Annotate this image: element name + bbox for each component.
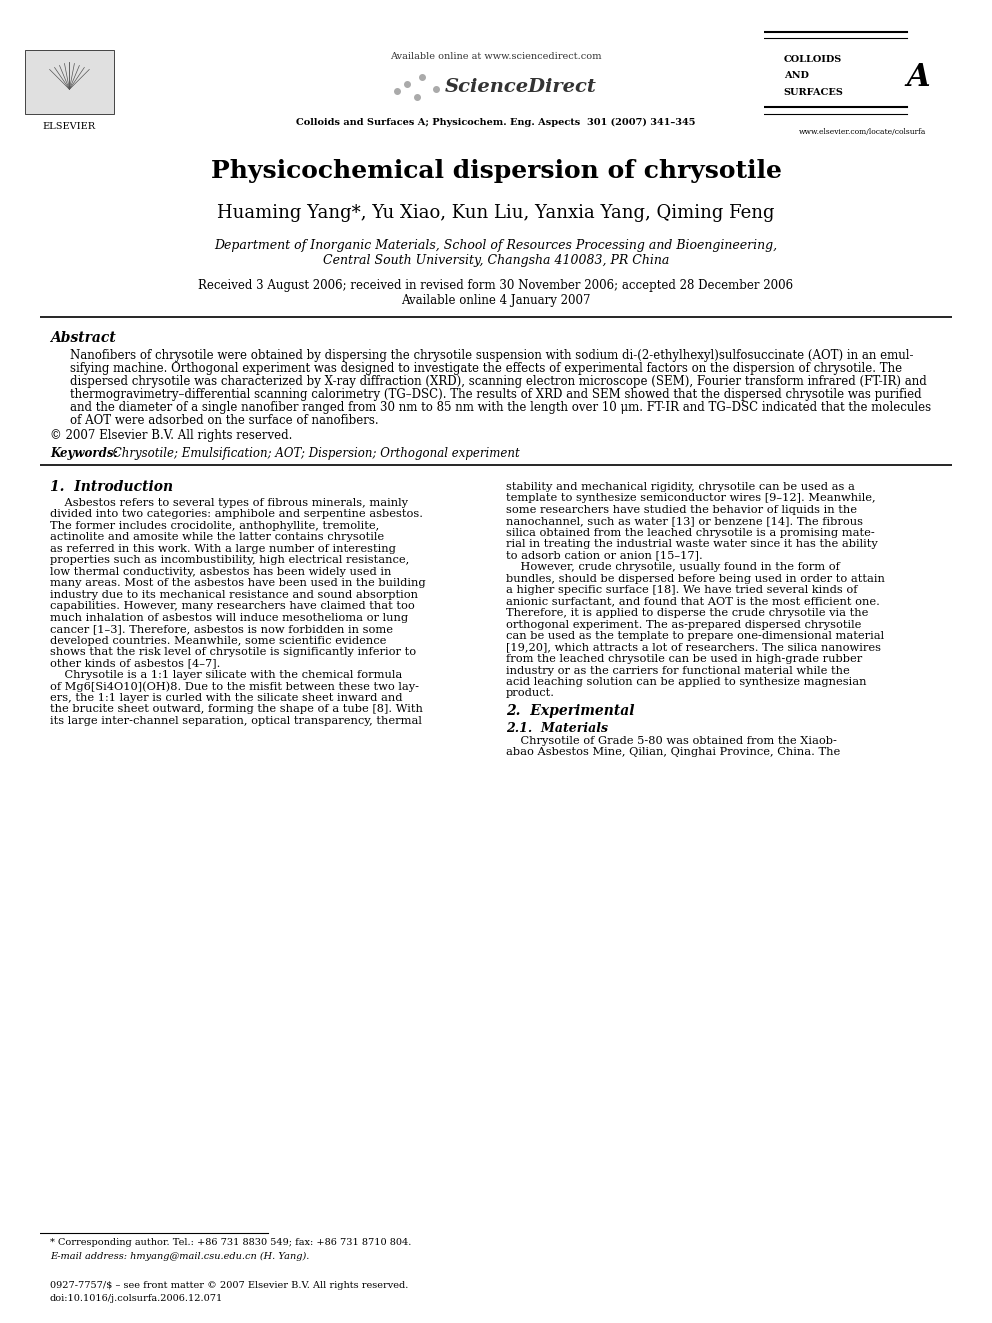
Text: of Mg6[Si4O10](OH)8. Due to the misfit between these two lay-: of Mg6[Si4O10](OH)8. Due to the misfit b… xyxy=(50,681,419,692)
Text: many areas. Most of the asbestos have been used in the building: many areas. Most of the asbestos have be… xyxy=(50,578,426,589)
Text: However, crude chrysotile, usually found in the form of: However, crude chrysotile, usually found… xyxy=(506,562,840,572)
Text: Huaming Yang*, Yu Xiao, Kun Liu, Yanxia Yang, Qiming Feng: Huaming Yang*, Yu Xiao, Kun Liu, Yanxia … xyxy=(217,204,775,222)
Text: Department of Inorganic Materials, School of Resources Processing and Bioenginee: Department of Inorganic Materials, Schoo… xyxy=(214,239,778,251)
Text: industry due to its mechanical resistance and sound absorption: industry due to its mechanical resistanc… xyxy=(50,590,418,599)
Text: rial in treating the industrial waste water since it has the ability: rial in treating the industrial waste wa… xyxy=(506,538,878,549)
Text: actinolite and amosite while the latter contains chrysotile: actinolite and amosite while the latter … xyxy=(50,532,384,542)
Text: and the diameter of a single nanofiber ranged from 30 nm to 85 nm with the lengt: and the diameter of a single nanofiber r… xyxy=(70,401,931,414)
Text: Available online at www.sciencedirect.com: Available online at www.sciencedirect.co… xyxy=(390,52,602,61)
Text: acid leaching solution can be applied to synthesize magnesian: acid leaching solution can be applied to… xyxy=(506,677,867,687)
Text: shows that the risk level of chrysotile is significantly inferior to: shows that the risk level of chrysotile … xyxy=(50,647,416,658)
Text: thermogravimetry–differential scanning calorimetry (TG–DSC). The results of XRD : thermogravimetry–differential scanning c… xyxy=(70,388,922,401)
Text: www.elsevier.com/locate/colsurfa: www.elsevier.com/locate/colsurfa xyxy=(800,127,927,136)
Text: Chrysotile of Grade 5-80 was obtained from the Xiaob-: Chrysotile of Grade 5-80 was obtained fr… xyxy=(506,736,837,746)
Text: 2.1.  Materials: 2.1. Materials xyxy=(506,722,608,736)
Text: industry or as the carriers for functional material while the: industry or as the carriers for function… xyxy=(506,665,850,676)
Text: anionic surfactant, and found that AOT is the most efficient one.: anionic surfactant, and found that AOT i… xyxy=(506,597,880,606)
Text: Received 3 August 2006; received in revised form 30 November 2006; accepted 28 D: Received 3 August 2006; received in revi… xyxy=(198,279,794,292)
Text: Chrysotile; Emulsification; AOT; Dispersion; Orthogonal experiment: Chrysotile; Emulsification; AOT; Dispers… xyxy=(109,447,520,459)
Text: much inhalation of asbestos will induce mesothelioma or lung: much inhalation of asbestos will induce … xyxy=(50,613,408,623)
Text: Central South University, Changsha 410083, PR China: Central South University, Changsha 41008… xyxy=(322,254,670,267)
Text: some researchers have studied the behavior of liquids in the: some researchers have studied the behavi… xyxy=(506,504,857,515)
Text: doi:10.1016/j.colsurfa.2006.12.071: doi:10.1016/j.colsurfa.2006.12.071 xyxy=(50,1294,223,1303)
Text: © 2007 Elsevier B.V. All rights reserved.: © 2007 Elsevier B.V. All rights reserved… xyxy=(50,429,293,442)
Text: dispersed chrysotile was characterized by X-ray diffraction (XRD), scanning elec: dispersed chrysotile was characterized b… xyxy=(70,374,927,388)
Text: a higher specific surface [18]. We have tried several kinds of: a higher specific surface [18]. We have … xyxy=(506,585,858,595)
Text: ScienceDirect: ScienceDirect xyxy=(444,78,597,97)
Text: Physicochemical dispersion of chrysotile: Physicochemical dispersion of chrysotile xyxy=(210,159,782,183)
Text: E-mail address: hmyang@mail.csu.edu.cn (H. Yang).: E-mail address: hmyang@mail.csu.edu.cn (… xyxy=(50,1252,310,1261)
Text: of AOT were adsorbed on the surface of nanofibers.: of AOT were adsorbed on the surface of n… xyxy=(70,414,379,427)
Text: bundles, should be dispersed before being used in order to attain: bundles, should be dispersed before bein… xyxy=(506,574,885,583)
Text: orthogonal experiment. The as-prepared dispersed chrysotile: orthogonal experiment. The as-prepared d… xyxy=(506,619,861,630)
Text: SURFACES: SURFACES xyxy=(784,89,843,98)
Text: the brucite sheet outward, forming the shape of a tube [8]. With: the brucite sheet outward, forming the s… xyxy=(50,704,423,714)
Text: abao Asbestos Mine, Qilian, Qinghai Province, China. The: abao Asbestos Mine, Qilian, Qinghai Prov… xyxy=(506,747,840,758)
Text: Chrysotile is a 1:1 layer silicate with the chemical formula: Chrysotile is a 1:1 layer silicate with … xyxy=(50,669,402,680)
Text: The former includes crocidolite, anthophyllite, tremolite,: The former includes crocidolite, anthoph… xyxy=(50,521,379,531)
Text: Available online 4 January 2007: Available online 4 January 2007 xyxy=(401,294,591,307)
Text: template to synthesize semiconductor wires [9–12]. Meanwhile,: template to synthesize semiconductor wir… xyxy=(506,493,876,503)
Text: A: A xyxy=(907,62,930,93)
Text: Colloids and Surfaces A; Physicochem. Eng. Aspects  301 (2007) 341–345: Colloids and Surfaces A; Physicochem. En… xyxy=(297,118,695,127)
Text: its large inter-channel separation, optical transparency, thermal: its large inter-channel separation, opti… xyxy=(50,716,422,726)
Text: ers, the 1:1 layer is curled with the silicate sheet inward and: ers, the 1:1 layer is curled with the si… xyxy=(50,693,403,703)
Text: Keywords:: Keywords: xyxy=(50,447,118,459)
Text: low thermal conductivity, asbestos has been widely used in: low thermal conductivity, asbestos has b… xyxy=(50,566,391,577)
Text: 2.  Experimental: 2. Experimental xyxy=(506,704,635,718)
Text: sifying machine. Orthogonal experiment was designed to investigate the effects o: sifying machine. Orthogonal experiment w… xyxy=(70,361,903,374)
Text: Abstract: Abstract xyxy=(50,331,116,345)
Text: silica obtained from the leached chrysotile is a promising mate-: silica obtained from the leached chrysot… xyxy=(506,528,875,537)
Text: as referred in this work. With a large number of interesting: as referred in this work. With a large n… xyxy=(50,544,396,553)
Text: product.: product. xyxy=(506,688,556,699)
Text: stability and mechanical rigidity, chrysotile can be used as a: stability and mechanical rigidity, chrys… xyxy=(506,482,855,492)
Text: ELSEVIER: ELSEVIER xyxy=(43,122,96,131)
Text: Nanofibers of chrysotile were obtained by dispersing the chrysotile suspension w: Nanofibers of chrysotile were obtained b… xyxy=(70,349,914,361)
Text: cancer [1–3]. Therefore, asbestos is now forbidden in some: cancer [1–3]. Therefore, asbestos is now… xyxy=(50,624,393,634)
Text: other kinds of asbestos [4–7].: other kinds of asbestos [4–7]. xyxy=(50,659,220,668)
Text: can be used as the template to prepare one-dimensional material: can be used as the template to prepare o… xyxy=(506,631,884,642)
Text: * Corresponding author. Tel.: +86 731 8830 549; fax: +86 731 8710 804.: * Corresponding author. Tel.: +86 731 88… xyxy=(50,1238,412,1248)
Text: nanochannel, such as water [13] or benzene [14]. The fibrous: nanochannel, such as water [13] or benze… xyxy=(506,516,863,527)
Text: AND: AND xyxy=(784,71,808,81)
Text: developed countries. Meanwhile, some scientific evidence: developed countries. Meanwhile, some sci… xyxy=(50,635,386,646)
Text: divided into two categories: amphibole and serpentine asbestos.: divided into two categories: amphibole a… xyxy=(50,509,423,519)
Text: capabilities. However, many researchers have claimed that too: capabilities. However, many researchers … xyxy=(50,601,415,611)
Text: 1.  Introduction: 1. Introduction xyxy=(50,480,173,493)
Text: from the leached chrysotile can be used in high-grade rubber: from the leached chrysotile can be used … xyxy=(506,654,862,664)
Text: Asbestos refers to several types of fibrous minerals, mainly: Asbestos refers to several types of fibr… xyxy=(50,497,408,508)
Text: Therefore, it is applied to disperse the crude chrysotile via the: Therefore, it is applied to disperse the… xyxy=(506,609,869,618)
Text: COLLOIDS: COLLOIDS xyxy=(784,54,842,64)
Text: to adsorb cation or anion [15–17].: to adsorb cation or anion [15–17]. xyxy=(506,550,703,561)
Text: 0927-7757/$ – see front matter © 2007 Elsevier B.V. All rights reserved.: 0927-7757/$ – see front matter © 2007 El… xyxy=(50,1281,408,1290)
Text: properties such as incombustibility, high electrical resistance,: properties such as incombustibility, hig… xyxy=(50,556,409,565)
Bar xyxy=(25,49,114,114)
Text: [19,20], which attracts a lot of researchers. The silica nanowires: [19,20], which attracts a lot of researc… xyxy=(506,643,881,652)
